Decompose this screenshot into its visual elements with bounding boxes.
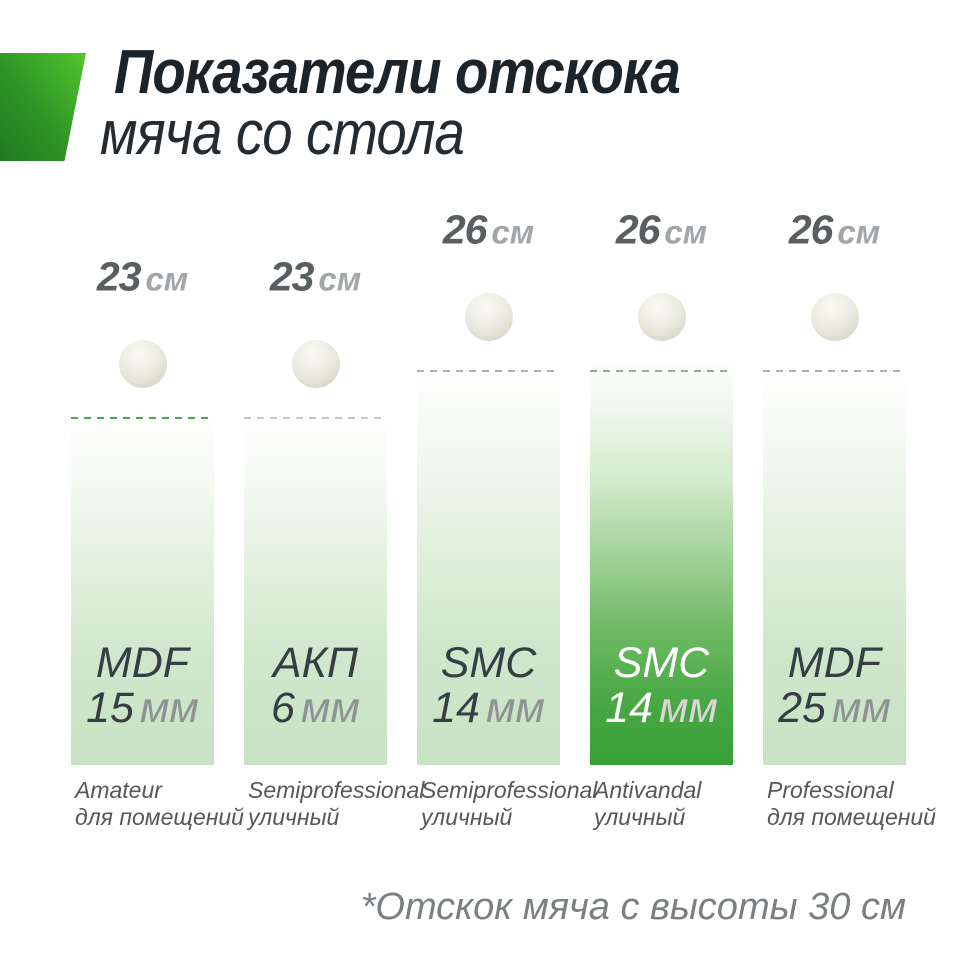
bounce-value-label: 23 см — [71, 254, 214, 301]
bar-group: 26 см MDF 25 мм Professional для помещений — [763, 0, 936, 970]
bounce-value-label: 26 см — [763, 207, 906, 254]
bounce-value-unit: см — [145, 260, 189, 298]
footnote-text: *Отскок мяча с высоты 30 см — [360, 886, 906, 928]
bounce-dashed-line — [244, 417, 387, 419]
bounce-value-label: 26 см — [417, 207, 560, 254]
bounce-value-number: 26 — [788, 206, 834, 253]
bar-fill: MDF 25 мм — [763, 362, 906, 765]
material-thickness: 6 мм — [244, 686, 387, 731]
bounce-value-unit: см — [491, 213, 535, 251]
bar-group: 26 см SMC 14 мм Antivandal уличный — [590, 0, 733, 970]
grade-usage: для помещений — [767, 804, 936, 830]
thickness-unit: мм — [300, 684, 360, 732]
bar-fill: АКП 6 мм — [244, 409, 387, 765]
thickness-number: 15 — [86, 684, 134, 732]
material-name: SMC — [613, 639, 710, 687]
thickness-unit: мм — [139, 684, 199, 732]
bar-fill: MDF 15 мм — [71, 409, 214, 765]
material-name: MDF — [95, 639, 190, 687]
bar-group: 26 см SMC 14 мм Semiprofessional уличный — [417, 0, 597, 970]
bounce-value-label: 23 см — [244, 254, 387, 301]
ball-icon — [810, 293, 859, 341]
bar-group: 23 см MDF 15 мм Amateur для помещений — [71, 0, 244, 970]
material-thickness: 25 мм — [763, 686, 906, 731]
bounce-dashed-line — [417, 370, 560, 372]
bounce-value-unit: см — [664, 213, 708, 251]
material-thickness: 14 мм — [590, 686, 733, 731]
thickness-number: 6 — [271, 684, 295, 732]
bounce-value-number: 23 — [96, 253, 142, 300]
table-grade-caption: Amateur для помещений — [75, 777, 244, 831]
material-label-block: АКП 6 мм — [244, 641, 387, 731]
table-grade-caption: Professional для помещений — [767, 777, 936, 831]
bounce-value-number: 26 — [615, 206, 661, 253]
thickness-unit: мм — [485, 684, 545, 732]
thickness-unit: мм — [831, 684, 891, 732]
ball-icon — [637, 293, 686, 341]
bar-fill: SMC 14 мм — [590, 362, 733, 765]
bounce-value-unit: см — [318, 260, 362, 298]
material-name: MDF — [787, 639, 882, 687]
bounce-value-number: 26 — [442, 206, 488, 253]
grade-name: Antivandal — [594, 777, 702, 803]
ball-icon — [118, 340, 167, 388]
material-thickness: 15 мм — [71, 686, 214, 731]
grade-name: Amateur — [75, 777, 162, 803]
grade-usage: уличный — [594, 804, 686, 830]
table-grade-caption: Antivandal уличный — [594, 777, 701, 831]
material-label-block: MDF 15 мм — [71, 641, 214, 731]
page-subtitle: мяча со стола — [100, 99, 465, 168]
page-title: Показатели отскока — [114, 38, 681, 107]
material-thickness: 14 мм — [417, 686, 560, 731]
thickness-number: 14 — [605, 684, 653, 732]
bounce-dashed-line — [71, 417, 214, 419]
grade-usage: уличный — [248, 804, 340, 830]
thickness-number: 25 — [778, 684, 826, 732]
grade-name: Semiprofessional — [248, 777, 425, 803]
bounce-value-unit: см — [837, 213, 881, 251]
thickness-unit: мм — [658, 684, 718, 732]
material-name: АКП — [272, 639, 359, 687]
ball-icon — [291, 340, 340, 388]
bar-group: 23 см АКП 6 мм Semiprofessional уличный — [244, 0, 424, 970]
bounce-value-number: 23 — [269, 253, 315, 300]
bar-fill: SMC 14 мм — [417, 362, 560, 765]
grade-usage: для помещений — [75, 804, 244, 830]
bounce-dashed-line — [763, 370, 906, 372]
grade-name: Semiprofessional — [421, 777, 598, 803]
material-name: SMC — [440, 639, 537, 687]
material-label-block: SMC 14 мм — [417, 641, 560, 731]
bounce-dashed-line — [590, 370, 733, 372]
table-grade-caption: Semiprofessional уличный — [421, 777, 597, 831]
thickness-number: 14 — [432, 684, 480, 732]
grade-name: Professional — [767, 777, 894, 803]
grade-usage: уличный — [421, 804, 513, 830]
material-label-block: SMC 14 мм — [590, 641, 733, 731]
page-title-block: Показатели отскока мяча со стола — [0, 38, 757, 168]
ball-icon — [464, 293, 513, 341]
bounce-value-label: 26 см — [590, 207, 733, 254]
table-grade-caption: Semiprofessional уличный — [248, 777, 424, 831]
material-label-block: MDF 25 мм — [763, 641, 906, 731]
